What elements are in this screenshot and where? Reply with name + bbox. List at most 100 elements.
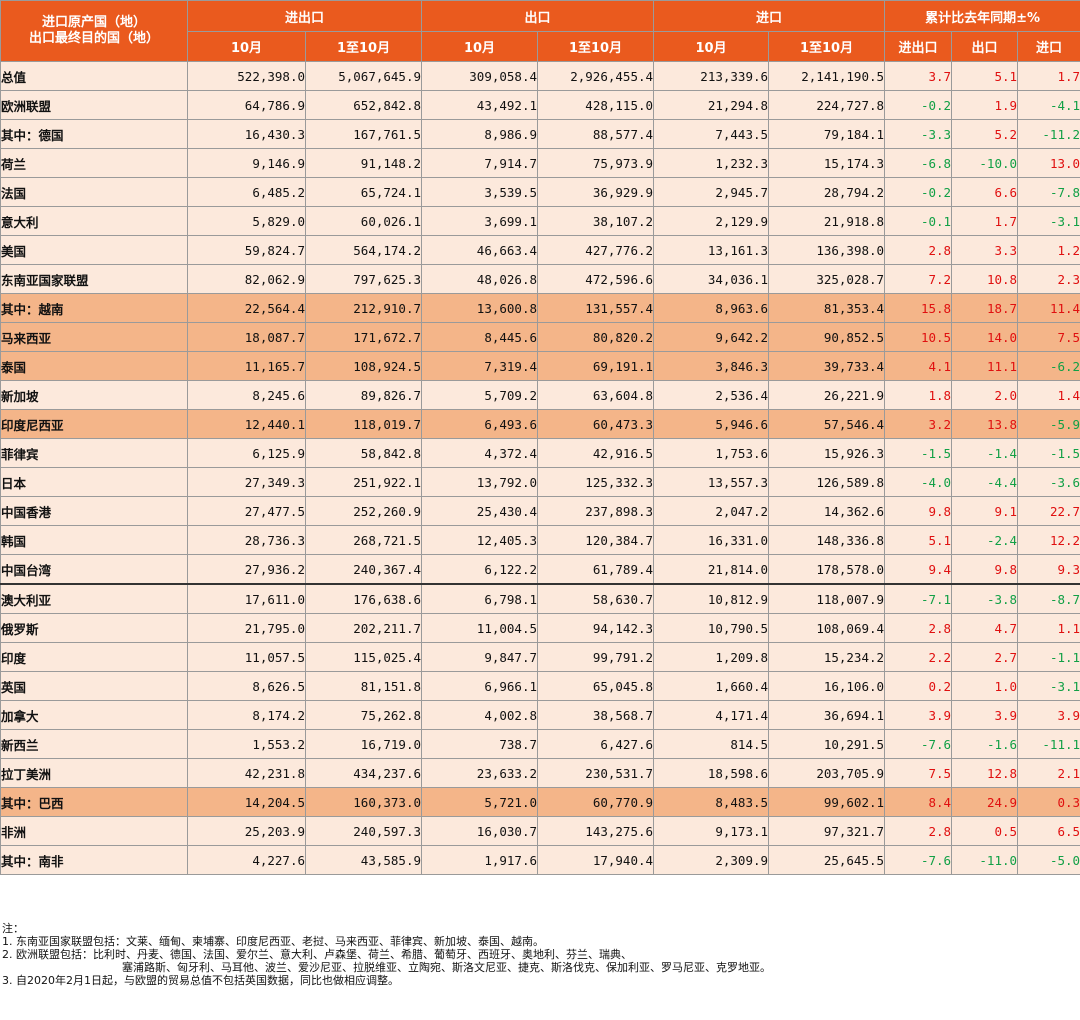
value-cell: 427,776.2 — [537, 235, 655, 265]
value-cell: 17,611.0 — [187, 583, 306, 614]
row-label: 荷兰 — [0, 148, 188, 178]
sub-header: 出口 — [951, 31, 1019, 62]
yoy-percent-cell: 1.7 — [1017, 61, 1080, 91]
value-cell: 108,069.4 — [768, 613, 886, 643]
value-cell: 38,107.2 — [537, 206, 655, 236]
table-row: 印度尼西亚 12,440.1 118,019.7 6,493.6 60,473.3 5,9… — [0, 409, 1080, 439]
value-cell: 14,362.6 — [768, 496, 886, 526]
row-label: 中国香港 — [0, 496, 188, 526]
sub-header: 进口 — [1017, 31, 1080, 62]
value-cell: 212,910.7 — [304, 293, 423, 323]
row-label: 其中：越南 — [0, 293, 188, 323]
yoy-percent-cell: -1.1 — [1017, 642, 1080, 672]
row-label: 韩国 — [0, 525, 188, 555]
yoy-percent-cell: -11.0 — [951, 845, 1019, 875]
row-label: 法国 — [0, 177, 188, 207]
yoy-percent-cell: -7.1 — [884, 583, 953, 614]
value-cell: 80,820.2 — [537, 322, 655, 352]
value-cell: 11,004.5 — [421, 613, 539, 643]
value-cell: 88,577.4 — [537, 119, 655, 149]
value-cell: 5,829.0 — [187, 206, 306, 236]
value-cell: 2,536.4 — [653, 380, 770, 410]
value-cell: 797,625.3 — [304, 264, 423, 294]
yoy-percent-cell: 14.0 — [951, 322, 1019, 352]
value-cell: 36,929.9 — [537, 177, 655, 207]
row-label: 新西兰 — [0, 729, 188, 759]
yoy-percent-cell: -3.1 — [1017, 671, 1080, 701]
yoy-percent-cell: -1.6 — [951, 729, 1019, 759]
value-cell: 8,963.6 — [653, 293, 770, 323]
value-cell: 15,926.3 — [768, 438, 886, 468]
value-cell: 28,794.2 — [768, 177, 886, 207]
yoy-percent-cell: 3.9 — [884, 700, 953, 730]
yoy-percent-cell: 3.9 — [951, 700, 1019, 730]
value-cell: 75,262.8 — [304, 700, 423, 730]
yoy-percent-cell: 5.1 — [951, 61, 1019, 91]
value-cell: 118,007.9 — [768, 583, 886, 614]
yoy-percent-cell: 3.9 — [1017, 700, 1080, 730]
value-cell: 10,291.5 — [768, 729, 886, 759]
value-cell: 21,814.0 — [653, 554, 770, 585]
value-cell: 240,597.3 — [304, 816, 423, 846]
table-row: 荷兰 9,146.9 91,148.2 7,914.7 75,973.9 1,232.3 1… — [0, 148, 1080, 178]
value-cell: 27,349.3 — [187, 467, 306, 497]
value-cell: 60,026.1 — [304, 206, 423, 236]
value-cell: 120,384.7 — [537, 525, 655, 555]
table-body: 总值 522,398.0 5,067,645.9 309,058.4 2,926,455… — [0, 61, 1080, 875]
value-cell: 652,842.8 — [304, 90, 423, 120]
yoy-percent-cell: 0.3 — [1017, 787, 1080, 817]
value-cell: 13,792.0 — [421, 467, 539, 497]
row-label: 印度 — [0, 642, 188, 672]
value-cell: 22,564.4 — [187, 293, 306, 323]
yoy-percent-cell: 13.8 — [951, 409, 1019, 439]
yoy-percent-cell: -7.8 — [1017, 177, 1080, 207]
value-cell: 69,191.1 — [537, 351, 655, 381]
value-cell: 12,405.3 — [421, 525, 539, 555]
value-cell: 21,795.0 — [187, 613, 306, 643]
value-cell: 4,227.6 — [187, 845, 306, 875]
value-cell: 81,353.4 — [768, 293, 886, 323]
row-label: 意大利 — [0, 206, 188, 236]
value-cell: 176,638.6 — [304, 583, 423, 614]
row-label: 新加坡 — [0, 380, 188, 410]
yoy-percent-cell: 5.2 — [951, 119, 1019, 149]
yoy-percent-cell: 10.5 — [884, 322, 953, 352]
value-cell: 1,232.3 — [653, 148, 770, 178]
row-label: 其中：巴西 — [0, 787, 188, 817]
yoy-percent-cell: 2.7 — [951, 642, 1019, 672]
yoy-percent-cell: -5.9 — [1017, 409, 1080, 439]
table-row: 菲律宾 6,125.9 58,842.8 4,372.4 42,916.5 1,753.6… — [0, 438, 1080, 468]
value-cell: 10,790.5 — [653, 613, 770, 643]
value-cell: 13,161.3 — [653, 235, 770, 265]
value-cell: 64,786.9 — [187, 90, 306, 120]
yoy-percent-cell: 7.5 — [1017, 322, 1080, 352]
value-cell: 6,125.9 — [187, 438, 306, 468]
value-cell: 11,165.7 — [187, 351, 306, 381]
value-cell: 178,578.0 — [768, 554, 886, 585]
yoy-percent-cell: 11.1 — [951, 351, 1019, 381]
row-label: 美国 — [0, 235, 188, 265]
value-cell: 42,231.8 — [187, 758, 306, 788]
table-row: 拉丁美洲 42,231.8 434,237.6 23,633.2 230,531.7 18… — [0, 758, 1080, 788]
value-cell: 12,440.1 — [187, 409, 306, 439]
value-cell: 814.5 — [653, 729, 770, 759]
value-cell: 16,030.7 — [421, 816, 539, 846]
yoy-percent-cell: 0.2 — [884, 671, 953, 701]
value-cell: 237,898.3 — [537, 496, 655, 526]
value-cell: 60,473.3 — [537, 409, 655, 439]
value-cell: 136,398.0 — [768, 235, 886, 265]
table-header: 进口原产国（地） 出口最终目的国（地） 进出口 出口 进口 累计比去年同期±% … — [0, 0, 1080, 62]
value-cell: 434,237.6 — [304, 758, 423, 788]
yoy-percent-cell: -0.1 — [884, 206, 953, 236]
value-cell: 240,367.4 — [304, 554, 423, 585]
value-cell: 65,045.8 — [537, 671, 655, 701]
value-cell: 63,604.8 — [537, 380, 655, 410]
value-cell: 4,002.8 — [421, 700, 539, 730]
trade-table: 进口原产国（地） 出口最终目的国（地） 进出口 出口 进口 累计比去年同期±% … — [0, 0, 1080, 875]
notes-title: 注： — [2, 922, 24, 935]
table-row: 日本 27,349.3 251,922.1 13,792.0 125,332.3 13,5… — [0, 467, 1080, 497]
table-row: 澳大利亚 17,611.0 176,638.6 6,798.1 58,630.7 10,8… — [0, 583, 1080, 614]
table-row: 泰国 11,165.7 108,924.5 7,319.4 69,191.1 3,846.… — [0, 351, 1080, 381]
value-cell: 28,736.3 — [187, 525, 306, 555]
yoy-percent-cell: 7.2 — [884, 264, 953, 294]
